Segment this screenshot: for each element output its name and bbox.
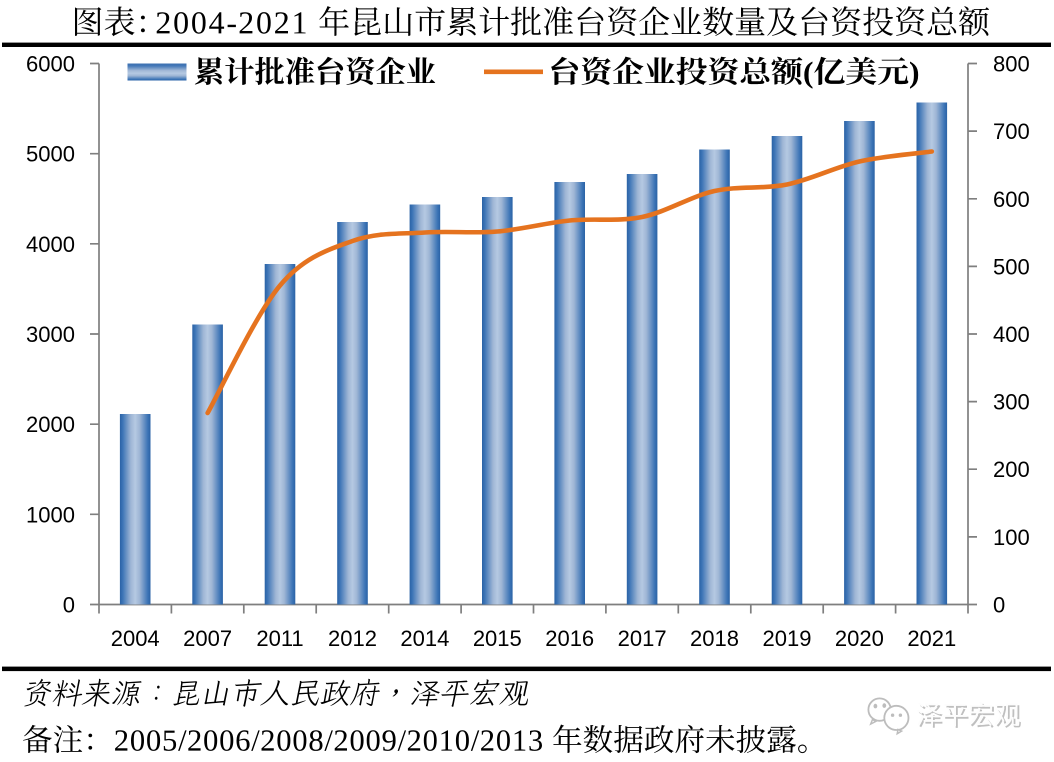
svg-text:800: 800	[993, 52, 1030, 77]
svg-text:2004: 2004	[111, 626, 160, 651]
svg-text:2017: 2017	[618, 626, 667, 651]
svg-text:500: 500	[993, 254, 1030, 279]
svg-text:2018: 2018	[690, 626, 739, 651]
svg-text:200: 200	[993, 457, 1030, 482]
svg-text:400: 400	[993, 322, 1030, 347]
svg-text:2019: 2019	[763, 626, 812, 651]
svg-text:2020: 2020	[835, 626, 884, 651]
svg-text:100: 100	[993, 525, 1030, 550]
svg-text:2015: 2015	[473, 626, 522, 651]
svg-text:2016: 2016	[545, 626, 594, 651]
svg-text:600: 600	[993, 187, 1030, 212]
svg-text:5000: 5000	[26, 142, 75, 167]
svg-text:2000: 2000	[26, 412, 75, 437]
svg-text:2007: 2007	[183, 626, 232, 651]
svg-text:700: 700	[993, 119, 1030, 144]
svg-text:6000: 6000	[26, 52, 75, 77]
svg-text:2021: 2021	[907, 626, 956, 651]
svg-text:300: 300	[993, 390, 1030, 415]
svg-text:0: 0	[993, 593, 1005, 618]
svg-text:2014: 2014	[400, 626, 449, 651]
svg-text:4000: 4000	[26, 232, 75, 257]
svg-text:0: 0	[63, 593, 75, 618]
svg-text:1000: 1000	[26, 502, 75, 527]
svg-text:2011: 2011	[256, 626, 303, 651]
svg-text:3000: 3000	[26, 322, 75, 347]
svg-text:2012: 2012	[328, 626, 377, 651]
